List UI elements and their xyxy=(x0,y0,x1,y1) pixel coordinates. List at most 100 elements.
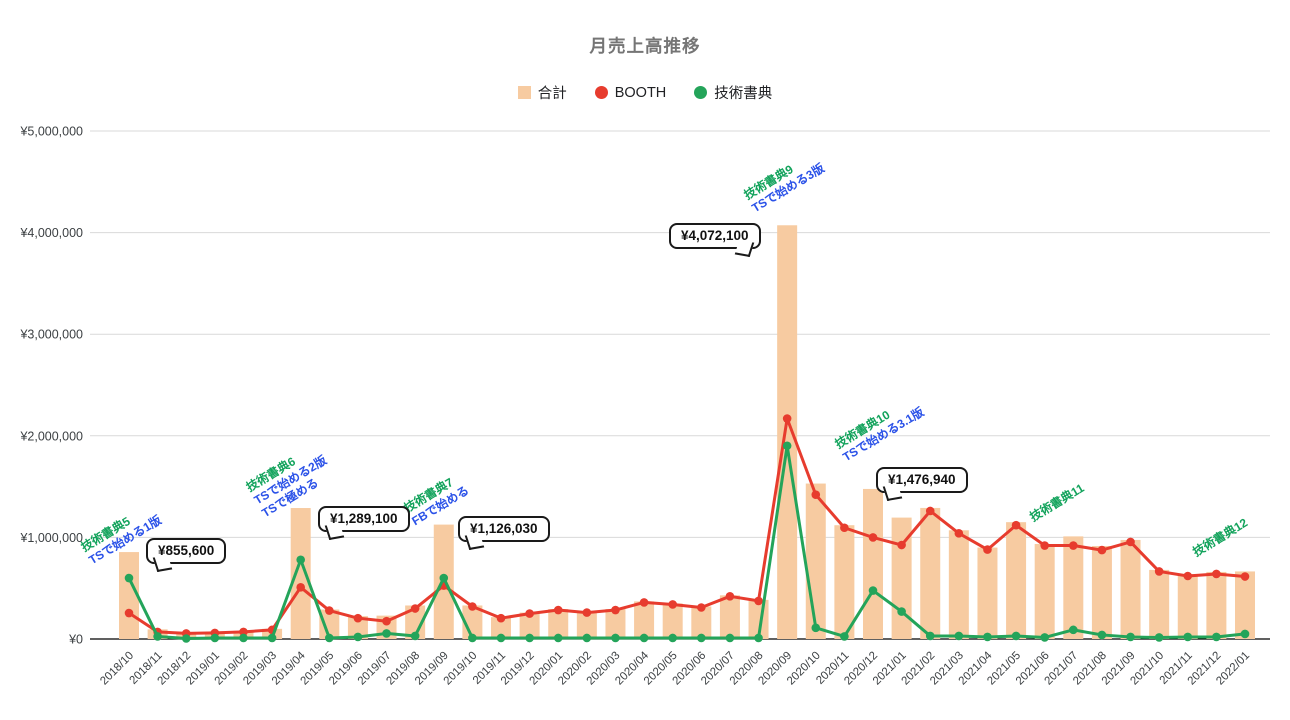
point-技術書典 xyxy=(1126,632,1135,642)
bar-total xyxy=(1235,571,1255,639)
point-BOOTH xyxy=(897,540,906,550)
bar-total xyxy=(491,617,511,639)
bar-total xyxy=(548,609,569,639)
legend-item-techbook: 技術書典 xyxy=(694,82,772,103)
y-axis-label: ¥4,000,000 xyxy=(19,226,83,240)
bar-total xyxy=(719,595,740,639)
point-技術書典 xyxy=(382,629,391,638)
point-BOOTH xyxy=(325,606,334,615)
bar-total xyxy=(576,611,597,639)
chart-legend: 合計 BOOTH 技術書典 xyxy=(0,82,1290,103)
bar-total xyxy=(1063,536,1084,639)
point-技術書典 xyxy=(525,633,534,643)
point-BOOTH xyxy=(582,608,592,617)
point-技術書典 xyxy=(782,441,792,451)
point-BOOTH xyxy=(410,604,420,613)
point-BOOTH xyxy=(668,600,677,609)
point-BOOTH xyxy=(1097,545,1107,555)
point-BOOTH xyxy=(296,582,305,592)
point-技術書典 xyxy=(153,632,162,641)
bar-total xyxy=(1006,522,1027,639)
point-BOOTH xyxy=(1126,537,1135,547)
point-技術書典 xyxy=(353,632,363,642)
point-BOOTH xyxy=(1183,571,1193,581)
point-技術書典 xyxy=(582,633,592,643)
point-BOOTH xyxy=(382,616,391,626)
point-BOOTH xyxy=(725,592,735,601)
point-BOOTH xyxy=(553,605,563,615)
legend-label-techbook: 技術書典 xyxy=(714,86,773,102)
point-技術書典 xyxy=(1069,625,1078,635)
point-BOOTH xyxy=(811,490,821,500)
point-技術書典 xyxy=(210,633,220,643)
point-技術書典 xyxy=(1240,629,1250,639)
point-技術書典 xyxy=(124,573,134,583)
point-技術書典 xyxy=(1212,632,1221,642)
point-技術書典 xyxy=(754,633,763,643)
bar-total xyxy=(1149,569,1170,639)
bar-total xyxy=(977,547,998,639)
point-技術書典 xyxy=(668,633,677,643)
point-BOOTH xyxy=(239,627,248,637)
point-BOOTH xyxy=(611,605,620,615)
point-BOOTH xyxy=(697,603,706,612)
bar-total xyxy=(948,530,969,639)
legend-item-booth: BOOTH xyxy=(594,85,666,101)
point-BOOTH xyxy=(1040,541,1049,550)
bar-total xyxy=(863,488,883,639)
total-series-swatch xyxy=(517,86,531,99)
point-技術書典 xyxy=(611,633,620,643)
point-BOOTH xyxy=(1011,520,1021,530)
bar-total xyxy=(634,601,655,639)
y-axis-label: ¥1,000,000 xyxy=(19,531,83,545)
chart-title: 月売上高推移 xyxy=(589,36,701,56)
point-技術書典 xyxy=(868,586,878,595)
line-技術書典 xyxy=(127,444,1246,640)
bar-total xyxy=(1120,539,1141,639)
techbook-series-swatch xyxy=(694,86,708,99)
point-BOOTH xyxy=(868,533,878,542)
bar-total xyxy=(834,525,855,639)
point-BOOTH xyxy=(782,414,792,423)
point-技術書典 xyxy=(325,633,334,643)
bar-total xyxy=(691,606,712,639)
legend-label-total: 合計 xyxy=(537,86,567,102)
point-BOOTH xyxy=(1212,569,1221,579)
point-BOOTH xyxy=(468,602,477,611)
point-BOOTH xyxy=(954,529,964,538)
legend-item-total: 合計 xyxy=(517,82,567,103)
point-BOOTH xyxy=(754,596,763,606)
booth-series-swatch xyxy=(594,86,608,99)
bar-total xyxy=(319,609,340,639)
point-BOOTH xyxy=(840,523,849,533)
point-技術書典 xyxy=(1040,633,1049,642)
point-技術書典 xyxy=(410,631,420,641)
bar-total xyxy=(1177,573,1198,639)
bar-total xyxy=(777,225,798,639)
point-技術書典 xyxy=(897,607,906,616)
point-BOOTH xyxy=(1240,572,1250,581)
bar-total xyxy=(1206,571,1227,639)
bar-total xyxy=(920,507,941,639)
point-BOOTH xyxy=(1154,567,1164,576)
bar-total xyxy=(605,609,626,639)
bar-total xyxy=(805,483,826,639)
y-axis-label: ¥0 xyxy=(68,633,83,647)
bar-total xyxy=(290,508,311,639)
point-技術書典 xyxy=(239,633,248,643)
bar-total xyxy=(1091,546,1112,639)
point-技術書典 xyxy=(983,632,992,642)
point-技術書典 xyxy=(1097,630,1107,640)
point-技術書典 xyxy=(553,633,563,643)
point-BOOTH xyxy=(1069,541,1078,550)
point-BOOTH xyxy=(639,598,649,607)
point-BOOTH xyxy=(525,609,534,618)
point-技術書典 xyxy=(954,631,964,641)
bar-total xyxy=(662,603,683,639)
point-技術書典 xyxy=(725,633,735,643)
point-技術書典 xyxy=(267,633,277,643)
point-BOOTH xyxy=(124,608,134,618)
bar-total xyxy=(347,616,368,639)
